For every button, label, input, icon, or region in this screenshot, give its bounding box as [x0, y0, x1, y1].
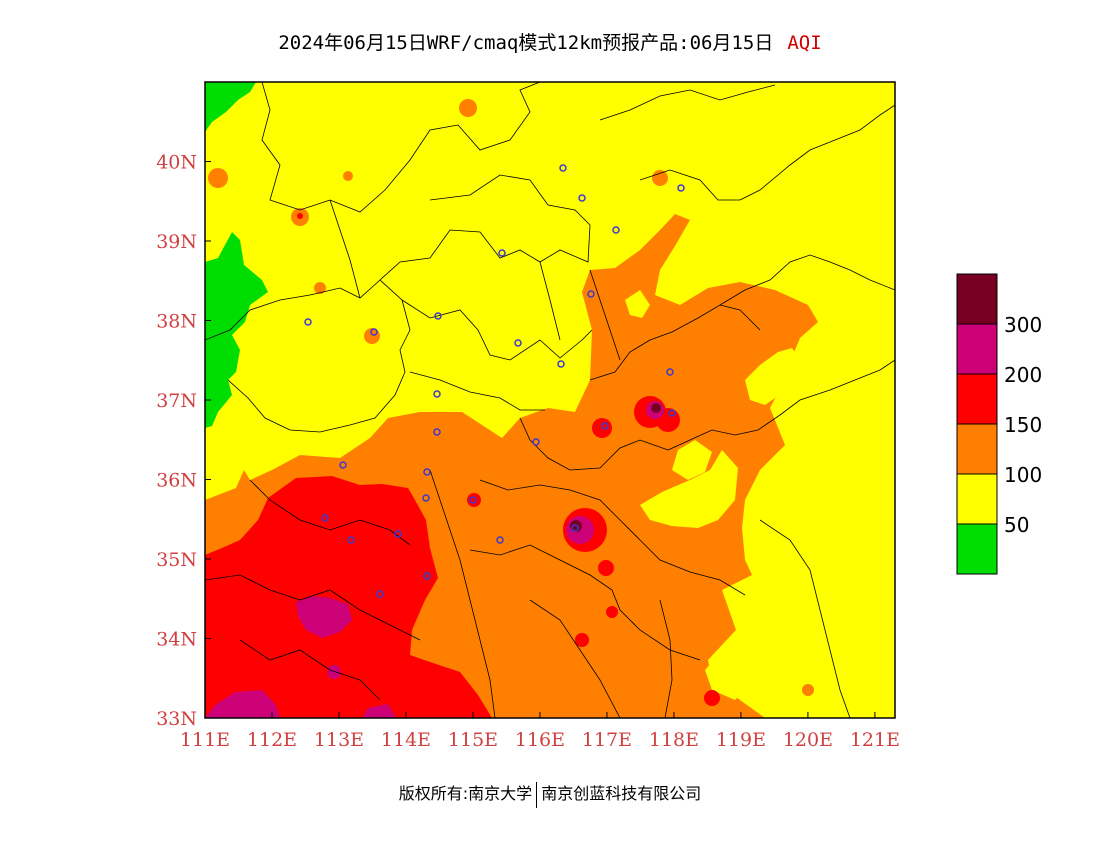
aqi-hole-yellow-south: [705, 640, 760, 700]
aqi-spot-magenta: [327, 665, 341, 679]
x-tick-label: 121E: [850, 729, 900, 751]
chart-title: 2024年06月15日WRF/cmaq模式12km预报产品:06月15日 AQI: [0, 28, 1100, 55]
station-marker: [571, 524, 579, 532]
aqi-spot-orange: [314, 282, 326, 294]
station-marker: [677, 184, 685, 192]
legend-swatch: [956, 373, 998, 425]
legend-swatch: [956, 323, 998, 375]
aqi-zone-green-northwest: [205, 82, 256, 132]
title-variable: AQI: [787, 32, 822, 54]
station-marker: [666, 368, 674, 376]
footer-copyright: 版权所有:南京大学: [398, 784, 533, 803]
y-tick-label: 40N: [156, 152, 197, 174]
aqi-hole-yellow-north: [625, 290, 650, 318]
aqi-spot-orange: [208, 168, 228, 188]
x-tick-label: 118E: [649, 729, 699, 751]
station-marker: [370, 328, 378, 336]
aqi-spot-orange: [652, 170, 668, 186]
station-marker: [422, 494, 430, 502]
station-marker: [587, 290, 595, 298]
station-marker: [498, 249, 506, 257]
title-main: 2024年06月15日WRF/cmaq模式12km预报产品:06月15日: [278, 32, 774, 54]
x-tick-label: 115E: [448, 729, 498, 751]
station-marker: [559, 164, 567, 172]
station-marker: [601, 422, 609, 430]
station-marker: [557, 360, 565, 368]
y-tick-label: 38N: [156, 311, 197, 333]
x-tick-label: 116E: [515, 729, 565, 751]
admin-boundaries: [205, 82, 895, 718]
aqi-spot-orange: [459, 99, 477, 117]
legend-label: 200: [1004, 363, 1042, 387]
legend-swatch: [956, 423, 998, 475]
aqi-spot-red: [297, 213, 303, 219]
station-marker: [347, 536, 355, 544]
aqi-hole-yellow-east: [640, 450, 738, 528]
aqi-zone-magenta-southwest: [296, 596, 352, 638]
station-marker: [434, 312, 442, 320]
x-tick-label: 119E: [716, 729, 766, 751]
aqi-spot-red: [598, 560, 614, 576]
aqi-field: [205, 82, 895, 718]
station-marker: [668, 409, 676, 417]
x-tick-label: 120E: [783, 729, 833, 751]
x-axis: 111E 112E 113E 114E 115E 116E 117E 118E 119E 120E…: [180, 712, 900, 751]
legend-label: 300: [1004, 313, 1042, 337]
aqi-hole-yellow-northeast: [745, 348, 800, 405]
station-marker: [612, 226, 620, 234]
footer-company: 南京创蓝科技有限公司: [541, 784, 702, 803]
station-markers: [304, 164, 685, 598]
aqi-spot-maroon: [570, 520, 582, 532]
station-marker: [394, 530, 402, 538]
footer-separator: [536, 781, 538, 808]
y-tick-label: 35N: [156, 549, 197, 571]
x-tick-label: 113E: [314, 729, 364, 751]
legend-label: 150: [1004, 413, 1042, 437]
aqi-spot-red: [606, 606, 618, 618]
x-tick-label: 114E: [381, 729, 431, 751]
aqi-zone-magenta-bottom2: [362, 704, 396, 718]
aqi-legend: 300 200 150 100 50: [956, 273, 1042, 575]
legend-swatch: [956, 473, 998, 525]
y-axis: 33N 34N 35N 36N 37N 38N 39N 40N: [156, 152, 211, 730]
station-marker: [496, 536, 504, 544]
station-marker: [304, 318, 312, 326]
aqi-hole-yellow-central: [672, 440, 712, 480]
y-tick-label: 33N: [156, 708, 197, 730]
y-tick-label: 36N: [156, 470, 197, 492]
aqi-spot-orange: [343, 171, 353, 181]
legend-swatch: [956, 523, 998, 575]
aqi-zone-green-west: [205, 232, 268, 428]
legend-label: 100: [1004, 463, 1042, 487]
footer: 版权所有:南京大学 南京创蓝科技有限公司: [0, 780, 1100, 808]
station-marker: [433, 390, 441, 398]
station-marker: [423, 572, 431, 580]
x-tick-label: 111E: [180, 729, 230, 751]
station-marker: [514, 339, 522, 347]
station-marker: [469, 496, 477, 504]
station-marker: [433, 428, 441, 436]
legend-swatch: [956, 273, 998, 325]
aqi-spot-red: [575, 633, 589, 647]
aqi-spot-red: [704, 690, 720, 706]
station-marker: [532, 438, 540, 446]
aqi-spot-orange: [364, 328, 380, 344]
station-marker: [423, 468, 431, 476]
aqi-spot-orange: [802, 684, 814, 696]
legend-label: 50: [1004, 513, 1029, 537]
aqi-spot-maroon: [651, 403, 661, 413]
y-tick-label: 34N: [156, 629, 197, 651]
station-marker: [578, 194, 586, 202]
x-tick-label: 117E: [582, 729, 632, 751]
station-marker: [321, 514, 329, 522]
aqi-zone-magenta-bottom: [205, 690, 280, 718]
station-marker: [376, 590, 384, 598]
x-tick-label: 112E: [247, 729, 297, 751]
station-marker: [339, 461, 347, 469]
y-tick-label: 39N: [156, 231, 197, 253]
aqi-spot-red: [467, 493, 481, 507]
y-tick-label: 37N: [156, 390, 197, 412]
